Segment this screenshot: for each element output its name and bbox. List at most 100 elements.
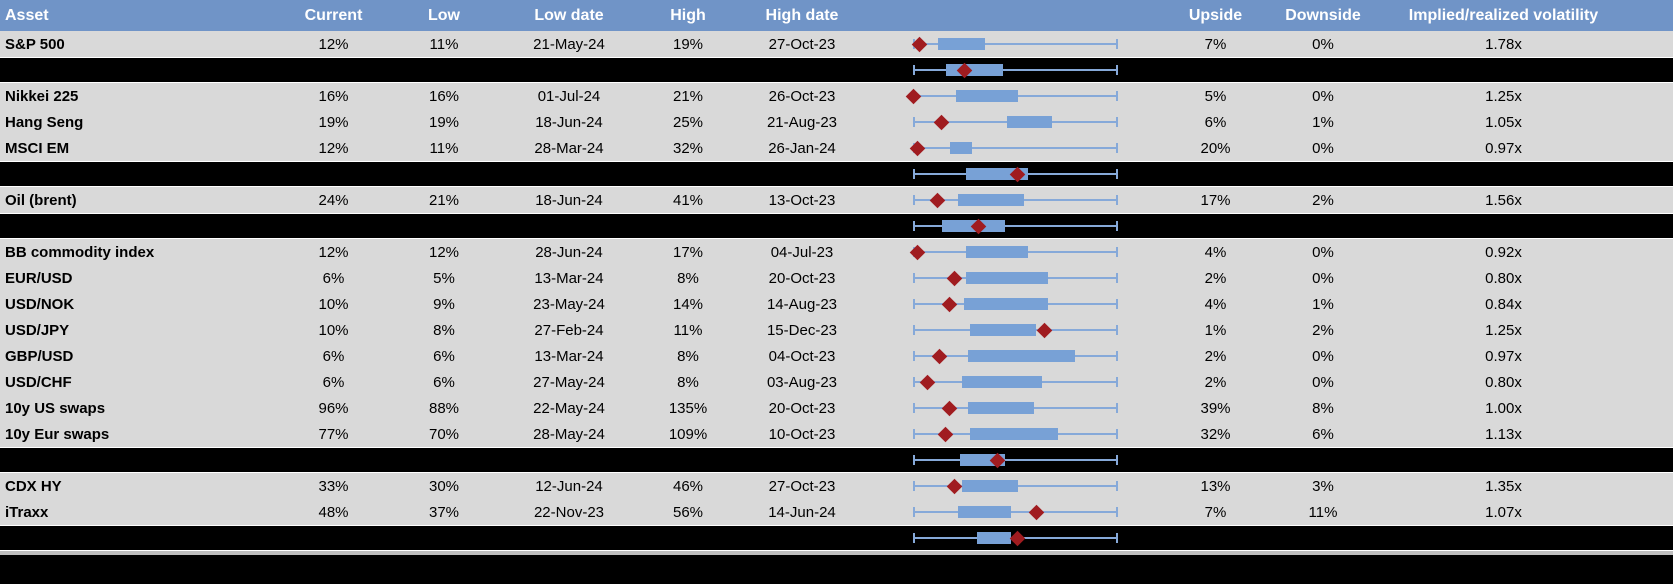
low-cell: 37% [428,503,460,521]
boxplot-box [966,272,1049,284]
implied-realized-volatility-cell: 1.35x [1485,477,1522,495]
diamond-marker-icon [942,296,958,312]
high-date-cell: 13-Oct-23 [768,191,836,209]
boxplot-box [962,376,1043,388]
header-cell-asset: Asset [5,6,49,24]
table-row: Hang Seng 19% 19% 18-Jun-24 25% 21-Aug-23 6% 1%… [0,109,1673,135]
boxplot-track [913,58,1118,82]
upside-cell: 4% [1204,243,1227,261]
diamond-marker-icon [909,244,925,260]
low-cell: 5% [433,269,455,287]
range-boxplot [860,395,1165,421]
boxplot-track [913,369,1118,395]
whisker-tick-left [913,403,915,413]
high-date-cell: 14-Aug-23 [766,295,838,313]
low-cell: 88% [428,399,460,417]
current-cell: 77% [318,425,349,443]
asset-cell: Hang Seng [5,113,84,131]
boxplot-whisker [913,511,1118,513]
upside-cell: 4% [1204,295,1227,313]
boxplot-track [913,265,1118,291]
whisker-tick-right [1116,195,1118,205]
range-boxplot [860,135,1165,161]
boxplot-box [945,64,1004,76]
table-row: 10y Eur swaps 77% 70% 28-May-24 109% 10-Oct-2… [0,421,1673,447]
current-cell: 16% [318,87,349,105]
asset-cell: USD/CHF [5,373,72,391]
separator-row [0,57,1673,83]
whisker-tick-right [1116,377,1118,387]
boxplot-track [911,31,1118,57]
high-date-cell: 04-Jul-23 [770,243,834,261]
diamond-marker-icon [919,374,936,390]
boxplot-box [966,246,1028,258]
boxplot-track [913,109,1118,135]
downside-cell: 0% [1312,35,1334,53]
boxplot-whisker [913,147,1118,149]
table-row: S&P 500 12% 11% 21-May-24 19% 27-Oct-23 7% 0% 1.… [0,31,1673,57]
asset-cell: BB commodity index [5,243,155,261]
downside-cell: 6% [1312,425,1334,443]
table-row: USD/NOK 10% 9% 23-May-24 14% 14-Aug-23 4% 1% 0.8… [0,291,1673,317]
asset-cell: iTraxx [5,503,49,521]
table-row: MSCI EM 12% 11% 28-Mar-24 32% 26-Jan-24 20% 0% 0… [0,135,1673,161]
upside-cell: 2% [1204,269,1227,287]
boxplot-box [968,402,1034,414]
low-date-cell: 18-Jun-24 [535,113,603,131]
header-cell-low-date: Low date [534,6,604,24]
low-date-cell: 27-May-24 [533,373,605,391]
table-row: BB commodity index 12% 12% 28-Jun-24 17% 04-J… [0,239,1673,265]
implied-realized-volatility-cell: 0.97x [1485,347,1522,365]
table-header-row: Asset Current Low Low date High High date Upsi… [0,0,1673,31]
asset-cell: S&P 500 [5,35,65,53]
whisker-tick-left [913,533,915,543]
downside-cell: 8% [1312,399,1334,417]
current-cell: 24% [318,191,349,209]
downside-cell: 0% [1312,373,1334,391]
high-cell: 41% [672,191,704,209]
implied-realized-volatility-cell: 1.07x [1485,503,1522,521]
range-boxplot [860,83,1165,109]
high-cell: 17% [672,243,704,261]
high-cell: 11% [673,321,703,339]
upside-cell: 32% [1200,425,1231,443]
boxplot-track [909,135,1118,161]
range-boxplot [860,448,1165,472]
table-row: 10y US swaps 96% 88% 22-May-24 135% 20-Oct-23… [0,395,1673,421]
range-boxplot [860,214,1165,238]
low-cell: 21% [428,191,460,209]
range-boxplot [860,31,1165,57]
whisker-tick-right [1116,351,1118,361]
high-cell: 32% [672,139,704,157]
boxplot-track [913,214,1118,238]
high-cell: 8% [677,269,699,287]
asset-cell: EUR/USD [5,269,73,287]
upside-cell: 13% [1200,477,1231,495]
implied-realized-volatility-cell: 0.92x [1485,243,1522,261]
bottom-divider [0,551,1673,555]
downside-cell: 1% [1312,295,1334,313]
implied-realized-volatility-cell: 0.84x [1485,295,1522,313]
asset-cell: Nikkei 225 [5,87,79,105]
low-date-cell: 13-Mar-24 [534,347,604,365]
table-row: CDX HY 33% 30% 12-Jun-24 46% 27-Oct-23 13% 3% 1.… [0,473,1673,499]
whisker-tick-right [1116,481,1118,491]
low-date-cell: 01-Jul-24 [537,87,601,105]
header-cell-high-date: High date [765,6,839,24]
low-date-cell: 18-Jun-24 [535,191,603,209]
range-boxplot [860,109,1165,135]
downside-cell: 0% [1312,87,1334,105]
whisker-tick-left [913,325,915,335]
range-boxplot [860,58,1165,82]
asset-cell: USD/JPY [5,321,70,339]
whisker-tick-right [1116,507,1118,517]
range-boxplot [860,162,1165,186]
upside-cell: 1% [1204,321,1227,339]
low-date-cell: 27-Feb-24 [534,321,604,339]
boxplot-box [958,506,1012,518]
current-cell: 6% [322,269,345,287]
low-date-cell: 23-May-24 [533,295,605,313]
boxplot-track [913,448,1118,472]
low-cell: 6% [433,373,455,391]
